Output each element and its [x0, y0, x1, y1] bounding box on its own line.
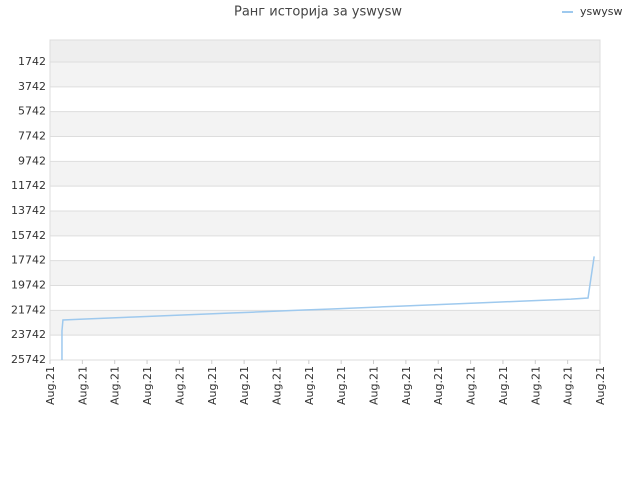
grid-band	[50, 111, 600, 137]
x-tick-label: Aug.21	[368, 366, 381, 405]
y-tick-label: 7742	[18, 130, 46, 143]
x-tick-label: Aug.21	[173, 366, 186, 405]
grid-band	[50, 235, 600, 261]
y-tick-label: 23742	[11, 328, 46, 341]
x-tick-label: Aug.21	[594, 366, 607, 405]
x-tick-label: Aug.21	[44, 366, 57, 405]
y-tick-label: 5742	[18, 105, 46, 118]
x-tick-label: Aug.21	[303, 366, 316, 405]
x-tick-label: Aug.21	[206, 366, 219, 405]
line-series	[61, 256, 595, 360]
y-tick-label: 17742	[11, 254, 46, 267]
x-tick-label: Aug.21	[497, 366, 510, 405]
x-tick-label: Aug.21	[432, 366, 445, 405]
grid-band	[50, 161, 600, 187]
x-tick-label: Aug.21	[109, 366, 122, 405]
y-tick-label: 11742	[11, 179, 46, 192]
grid-band	[50, 310, 600, 336]
grid-band	[50, 211, 600, 236]
y-tick-label: 1742	[18, 55, 46, 68]
x-tick-label: Aug.21	[270, 366, 283, 405]
x-tick-label: Aug.21	[238, 366, 251, 405]
x-tick-label: Aug.21	[529, 366, 542, 405]
x-tick-label: Aug.21	[141, 366, 154, 405]
y-tick-label: 3742	[18, 80, 46, 93]
y-tick-label: 13742	[11, 204, 46, 217]
x-tick-label: Aug.21	[76, 366, 89, 405]
x-tick-label: Aug.21	[465, 366, 478, 405]
x-tick-label: Aug.21	[400, 366, 413, 405]
grid-band	[50, 186, 600, 212]
grid-band	[50, 260, 600, 286]
grid-band	[50, 86, 600, 112]
x-tick-label: Aug.21	[562, 366, 575, 405]
chart-title: Ранг историја за yswysw	[234, 5, 402, 20]
grid-band	[50, 62, 600, 87]
y-tick-label: 21742	[11, 303, 46, 316]
y-tick-label: 9742	[18, 154, 46, 167]
y-tick-label: 25742	[11, 353, 46, 366]
y-tick-label: 15742	[11, 229, 46, 242]
y-tick-label: 19742	[11, 279, 46, 292]
grid-band	[50, 136, 600, 162]
legend-label: yswysw	[580, 5, 622, 18]
grid-band	[50, 40, 600, 63]
grid-band	[50, 285, 600, 311]
grid-band	[50, 335, 600, 360]
x-tick-label: Aug.21	[335, 366, 348, 405]
